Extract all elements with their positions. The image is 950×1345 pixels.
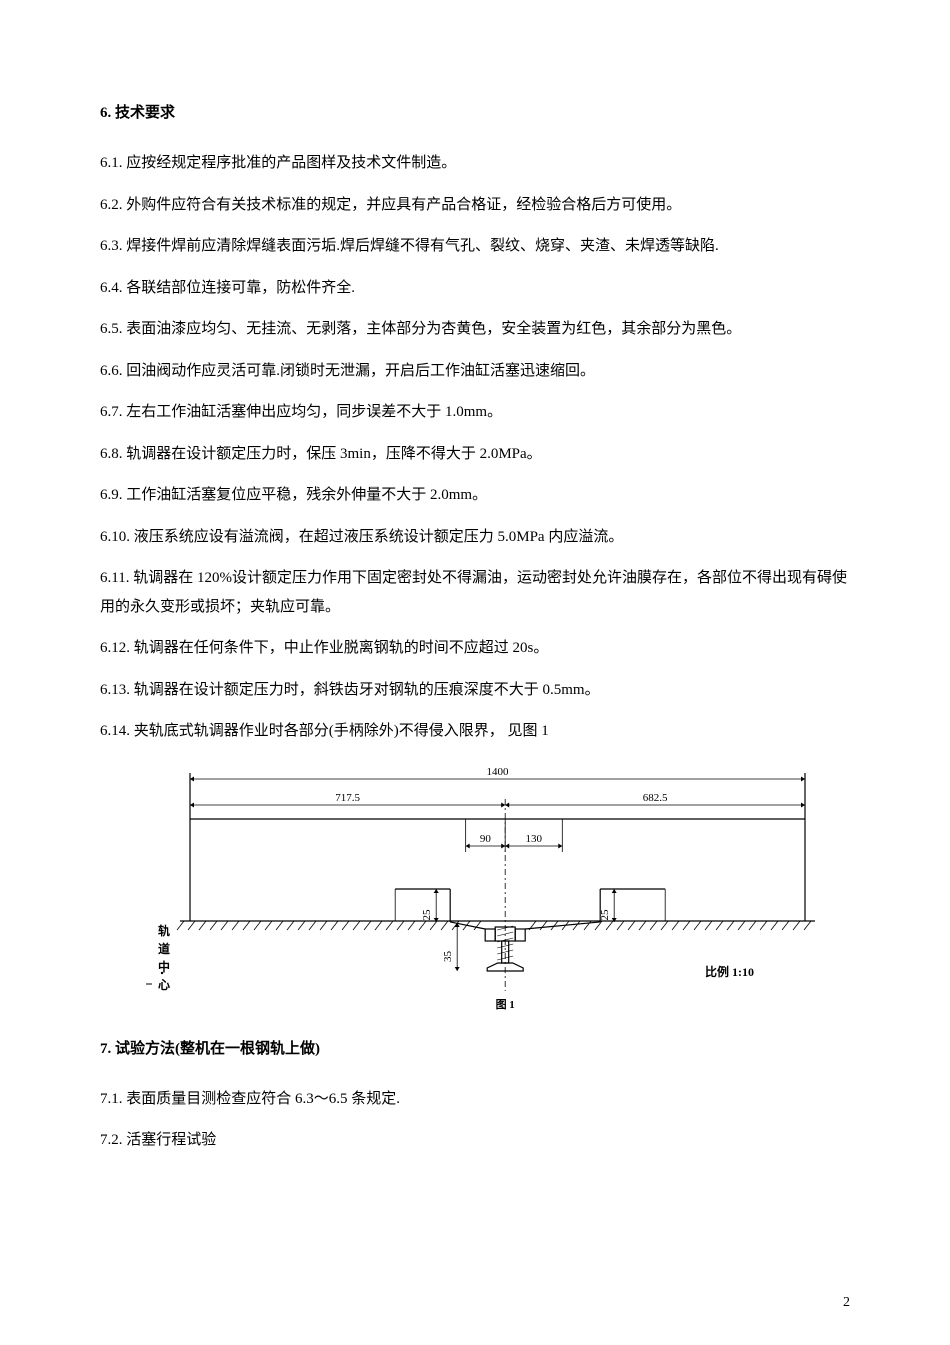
section6-item-3: 6.3. 焊接件焊前应清除焊缝表面污垢.焊后焊缝不得有气孔、裂纹、烧穿、夹渣、未…: [100, 232, 850, 261]
section6-item-8: 6.8. 轨调器在设计额定压力时，保压 3min，压降不得大于 2.0MPa。: [100, 440, 850, 469]
svg-text:130: 130: [525, 833, 542, 845]
section6-item-5: 6.5. 表面油漆应均匀、无挂流、无剥落，主体部分为杏黄色，安全装置为红色，其余…: [100, 315, 850, 344]
svg-text:比例 1:10: 比例 1:10: [705, 964, 754, 979]
section6-item-2-text: 外购件应符合有关技术标准的规定，并应具有产品合格证，经检验合格后方可使用。: [126, 197, 681, 213]
svg-text:图 1: 图 1: [496, 998, 515, 1011]
section6-item-12: 6.12. 轨调器在任何条件下，中止作业脱离钢轨的时间不应超过 20s。: [100, 634, 850, 663]
section6-item-7-text: 左右工作油缸活塞伸出应均匀，同步误差不大于 1.0mm。: [126, 404, 502, 420]
section6-item-10: 6.10. 液压系统应设有溢流阀，在超过液压系统设计额定压力 5.0MPa 内应…: [100, 523, 850, 552]
section-7-heading: 7. 试验方法(整机在一根钢轨上做): [100, 1036, 850, 1063]
section6-item-14: 6.14. 夹轨底式轨调器作业时各部分(手柄除外)不得侵入限界， 见图 1: [100, 717, 850, 746]
section6-item-4-num: 6.4.: [100, 280, 126, 296]
svg-text:35: 35: [442, 950, 454, 962]
section6-item-3-num: 6.3.: [100, 238, 126, 254]
section6-item-6: 6.6. 回油阀动作应灵活可靠.闭锁时无泄漏，开启后工作油缸活塞迅速缩回。: [100, 357, 850, 386]
page-number: 2: [843, 1290, 850, 1315]
svg-text:中: 中: [158, 959, 170, 974]
section7-item-1: 7.1. 表面质量目测检查应符合 6.3～6.5 条规定.: [100, 1085, 850, 1114]
section-6-heading: 6. 技术要求: [100, 100, 850, 127]
section6-item-5-text: 表面油漆应均匀、无挂流、无剥落，主体部分为杏黄色，安全装置为红色，其余部分为黑色…: [126, 321, 741, 337]
section6-item-4: 6.4. 各联结部位连接可靠，防松件齐全.: [100, 274, 850, 303]
section6-item-10-num: 6.10.: [100, 529, 134, 545]
section6-item-12-text: 轨调器在任何条件下，中止作业脱离钢轨的时间不应超过 20s。: [134, 640, 549, 656]
figure-1-svg: 1400 717.5 682.5 90 130 25 25 35 轨道中心 比例 1:10 图 1: [140, 761, 820, 1016]
section6-item-6-text: 回油阀动作应灵活可靠.闭锁时无泄漏，开启后工作油缸活塞迅速缩回。: [126, 363, 595, 379]
section6-item-3-text: 焊接件焊前应清除焊缝表面污垢.焊后焊缝不得有气孔、裂纹、烧穿、夹渣、未焊透等缺陷…: [126, 238, 719, 254]
svg-text:25: 25: [599, 908, 611, 920]
section6-item-1-text: 应按经规定程序批准的产品图样及技术文件制造。: [126, 155, 456, 171]
section6-item-14-text: 夹轨底式轨调器作业时各部分(手柄除外)不得侵入限界， 见图 1: [134, 723, 549, 739]
section6-item-2-num: 6.2.: [100, 197, 126, 213]
section6-item-6-num: 6.6.: [100, 363, 126, 379]
section7-item-1-text: 表面质量目测检查应符合 6.3～6.5 条规定.: [126, 1091, 400, 1107]
figure-1-container: 1400 717.5 682.5 90 130 25 25 35 轨道中心 比例 1:10 图 1: [140, 761, 820, 1016]
section6-item-14-num: 6.14.: [100, 723, 134, 739]
section6-item-8-num: 6.8.: [100, 446, 126, 462]
section6-item-13-text: 轨调器在设计额定压力时，斜铁齿牙对钢轨的压痕深度不大于 0.5mm。: [134, 682, 600, 698]
svg-text:25: 25: [421, 908, 433, 920]
svg-text:717.5: 717.5: [335, 792, 360, 804]
section6-item-9-num: 6.9.: [100, 487, 126, 503]
section7-item-1-num: 7.1.: [100, 1091, 126, 1107]
svg-text:轨: 轨: [158, 923, 170, 938]
section6-item-11: 6.11. 轨调器在 120%设计额定压力作用下固定密封处不得漏油，运动密封处允…: [100, 564, 850, 621]
section6-item-7-num: 6.7.: [100, 404, 126, 420]
section6-item-8-text: 轨调器在设计额定压力时，保压 3min，压降不得大于 2.0MPa。: [126, 446, 541, 462]
section7-item-2-num: 7.2.: [100, 1132, 126, 1148]
section6-item-11-num: 6.11.: [100, 570, 133, 586]
section6-item-5-num: 6.5.: [100, 321, 126, 337]
section6-item-9-text: 工作油缸活塞复位应平稳，残余外伸量不大于 2.0mm。: [126, 487, 487, 503]
section7-item-2-text: 活塞行程试验: [126, 1132, 216, 1148]
section6-item-12-num: 6.12.: [100, 640, 134, 656]
svg-text:1400: 1400: [487, 766, 510, 778]
section6-item-13-num: 6.13.: [100, 682, 134, 698]
section6-item-4-text: 各联结部位连接可靠，防松件齐全.: [126, 280, 355, 296]
section6-item-7: 6.7. 左右工作油缸活塞伸出应均匀，同步误差不大于 1.0mm。: [100, 398, 850, 427]
section6-item-11-text: 轨调器在 120%设计额定压力作用下固定密封处不得漏油，运动密封处允许油膜存在，…: [100, 570, 847, 615]
svg-text:90: 90: [480, 833, 492, 845]
section6-item-10-text: 液压系统应设有溢流阀，在超过液压系统设计额定压力 5.0MPa 内应溢流。: [134, 529, 624, 545]
section7-item-2: 7.2. 活塞行程试验: [100, 1126, 850, 1155]
svg-text:心: 心: [158, 978, 170, 992]
section6-item-1-num: 6.1.: [100, 155, 126, 171]
section6-item-2: 6.2. 外购件应符合有关技术标准的规定，并应具有产品合格证，经检验合格后方可使…: [100, 191, 850, 220]
svg-text:682.5: 682.5: [643, 792, 668, 804]
section6-item-1: 6.1. 应按经规定程序批准的产品图样及技术文件制造。: [100, 149, 850, 178]
section6-item-13: 6.13. 轨调器在设计额定压力时，斜铁齿牙对钢轨的压痕深度不大于 0.5mm。: [100, 676, 850, 705]
section6-item-9: 6.9. 工作油缸活塞复位应平稳，残余外伸量不大于 2.0mm。: [100, 481, 850, 510]
svg-text:道: 道: [158, 941, 170, 956]
